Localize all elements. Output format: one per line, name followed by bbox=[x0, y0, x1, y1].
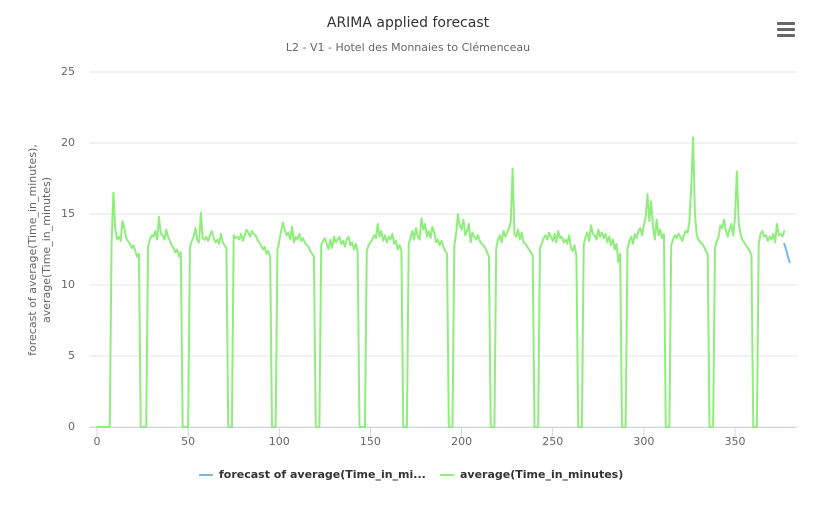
legend-label[interactable]: forecast of average(Time_in_mi... bbox=[219, 468, 426, 481]
y-axis-title: average(Time_in_minutes) bbox=[40, 177, 53, 323]
y-tick-label: 5 bbox=[68, 349, 75, 362]
x-tick-label: 100 bbox=[269, 435, 290, 448]
y-axis-title: forecast of average(Time_in_minutes), bbox=[26, 144, 39, 356]
menu-bar[interactable] bbox=[777, 28, 795, 31]
menu-bar[interactable] bbox=[777, 34, 795, 37]
legend-label[interactable]: average(Time_in_minutes) bbox=[460, 468, 623, 481]
x-tick-label: 300 bbox=[633, 435, 654, 448]
menu-button[interactable] bbox=[777, 22, 795, 37]
legend-item[interactable]: average(Time_in_minutes) bbox=[440, 468, 623, 481]
x-tick-label: 50 bbox=[181, 435, 195, 448]
x-tick-label: 350 bbox=[725, 435, 746, 448]
x-tick-label: 200 bbox=[451, 435, 472, 448]
y-tick-label: 0 bbox=[68, 420, 75, 433]
legend-item[interactable]: forecast of average(Time_in_mi... bbox=[199, 468, 426, 481]
y-tick-label: 10 bbox=[61, 278, 75, 291]
chart-subtitle: L2 - V1 - Hotel des Monnaies to Clémence… bbox=[286, 41, 530, 54]
series-line bbox=[95, 136, 786, 428]
y-tick-label: 15 bbox=[61, 207, 75, 220]
menu-bar[interactable] bbox=[777, 22, 795, 25]
series-line bbox=[783, 242, 791, 264]
x-tick-label: 250 bbox=[542, 435, 563, 448]
x-tick-label: 150 bbox=[360, 435, 381, 448]
chart-title: ARIMA applied forecast bbox=[327, 15, 490, 31]
y-tick-label: 25 bbox=[61, 65, 75, 78]
x-tick-label: 0 bbox=[93, 435, 100, 448]
y-tick-label: 20 bbox=[61, 136, 75, 149]
